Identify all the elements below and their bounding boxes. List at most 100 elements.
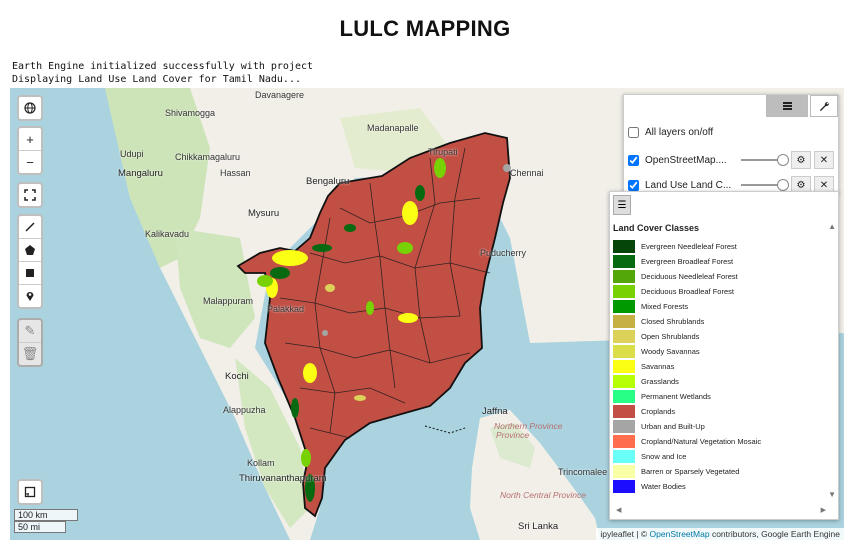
- all-layers-toggle[interactable]: All layers on/off: [628, 124, 713, 140]
- legend-label: Closed Shrublands: [641, 317, 705, 326]
- legend-swatch: [613, 285, 635, 298]
- fullscreen-icon[interactable]: [19, 184, 41, 206]
- map-view[interactable]: Shivamogga Davanagere Madanapalle Udupi …: [10, 88, 844, 540]
- legend-label: Mixed Forests: [641, 302, 689, 311]
- fullscreen-control: [17, 182, 43, 208]
- draw-polygon-icon[interactable]: [19, 239, 41, 262]
- scroll-up-icon[interactable]: ▲: [828, 222, 836, 231]
- legend-swatch: [613, 465, 635, 478]
- osm-link[interactable]: OpenStreetMap: [649, 529, 710, 539]
- place-label: Kollam: [247, 458, 275, 468]
- scale-km: 100 km: [14, 509, 78, 521]
- console-line: Earth Engine initialized successfully wi…: [12, 61, 314, 72]
- legend-swatch: [613, 435, 635, 448]
- place-label: Mysuru: [248, 208, 280, 219]
- legend-swatch: [613, 375, 635, 388]
- legend-item: Urban and Built-Up: [613, 420, 705, 433]
- draw-marker-icon[interactable]: [19, 285, 41, 307]
- edit-icon[interactable]: ✎: [19, 320, 41, 343]
- close-icon[interactable]: ✕: [814, 151, 834, 169]
- place-label: Tirupati: [428, 147, 458, 157]
- place-label: Kochi: [225, 371, 249, 382]
- place-label: Northern Province: [494, 421, 563, 431]
- opacity-slider-lulc[interactable]: [741, 184, 783, 186]
- place-label: Palakkad: [267, 304, 305, 314]
- all-layers-checkbox[interactable]: [628, 126, 639, 138]
- draw-rectangle-icon[interactable]: [19, 262, 41, 285]
- place-label: Madanapalle: [367, 123, 419, 133]
- slider-knob[interactable]: [777, 179, 789, 191]
- legend-label: Evergreen Needleleaf Forest: [641, 242, 737, 251]
- legend-label: Woody Savannas: [641, 347, 700, 356]
- legend-swatch: [613, 255, 635, 268]
- layer-manager: All layers on/off OpenStreetMap.... ⚙ ✕ …: [623, 94, 839, 194]
- layer-row-osm: OpenStreetMap....: [628, 152, 727, 168]
- legend-title: Land Cover Classes: [613, 223, 700, 233]
- zoom-in-button[interactable]: +: [19, 128, 41, 151]
- legend-swatch: [613, 345, 635, 358]
- legend-item: Grasslands: [613, 375, 679, 388]
- legend-swatch: [613, 405, 635, 418]
- place-label: Puducherry: [480, 248, 527, 258]
- legend-item: Woody Savannas: [613, 345, 700, 358]
- place-label: Jaffna: [482, 406, 508, 417]
- place-label: Shivamogga: [165, 108, 216, 118]
- place-label: Mangaluru: [118, 168, 163, 179]
- zoom-control: + −: [17, 126, 43, 175]
- map-attribution: ipyleaflet | © OpenStreetMap contributor…: [596, 528, 844, 540]
- wrench-icon[interactable]: [810, 95, 838, 117]
- legend-swatch: [613, 240, 635, 253]
- place-label: Bengaluru: [306, 176, 350, 187]
- opacity-slider-osm[interactable]: [741, 159, 783, 161]
- place-label: Udupi: [120, 149, 144, 159]
- trash-icon[interactable]: 🗑: [21, 346, 39, 361]
- legend-item: Water Bodies: [613, 480, 686, 493]
- globe-control[interactable]: [17, 95, 43, 121]
- measure-control[interactable]: [17, 479, 43, 505]
- attribution-suffix: contributors, Google Earth Engine: [711, 529, 840, 539]
- globe-icon[interactable]: [19, 97, 41, 119]
- legend-item: Deciduous Needleleaf Forest: [613, 270, 738, 283]
- layer-lulc-label: Land Use Land C...: [645, 179, 732, 191]
- legend-label: Water Bodies: [641, 482, 686, 491]
- scroll-right-icon[interactable]: ▶: [820, 507, 826, 514]
- scroll-left-icon[interactable]: ◀: [616, 507, 622, 514]
- draw-polyline-icon[interactable]: [19, 216, 41, 239]
- legend-label: Savannas: [641, 362, 675, 371]
- legend-item: Snow and Ice: [613, 450, 686, 463]
- scale-mi: 50 mi: [14, 521, 66, 533]
- scroll-down-icon[interactable]: ▼: [828, 490, 836, 499]
- layer-osm-checkbox[interactable]: [628, 154, 639, 166]
- legend-swatch: [613, 450, 635, 463]
- place-label: Hassan: [220, 168, 251, 178]
- legend-label: Croplands: [641, 407, 676, 416]
- horizontal-scrollbar[interactable]: ◀ ▶: [616, 506, 826, 516]
- legend-swatch: [613, 300, 635, 313]
- legend-swatch: [613, 360, 635, 373]
- gear-icon[interactable]: ⚙: [791, 151, 811, 169]
- place-label: Thiruvananthapuram: [239, 473, 327, 484]
- draw-toolbar: [17, 214, 43, 309]
- measure-icon[interactable]: [19, 481, 41, 503]
- all-layers-label: All layers on/off: [645, 126, 714, 138]
- zoom-out-button[interactable]: −: [26, 154, 34, 170]
- legend-item: Evergreen Needleleaf Forest: [613, 240, 737, 253]
- layer-lulc-checkbox[interactable]: [628, 179, 639, 191]
- close-icon[interactable]: ✕: [814, 176, 834, 194]
- edit-toolbar: ✎ 🗑: [17, 318, 43, 367]
- place-label: North Central Province: [500, 490, 586, 500]
- legend-item: Evergreen Broadleaf Forest: [613, 255, 733, 268]
- legend-label: Barren or Sparsely Vegetated: [641, 467, 740, 476]
- place-label: Sri Lanka: [518, 521, 559, 532]
- legend-label: Deciduous Needleleaf Forest: [641, 272, 738, 281]
- legend-item: Croplands: [613, 405, 675, 418]
- console-line: Displaying Land Use Land Cover for Tamil…: [12, 74, 301, 85]
- legend-item: Permanent Wetlands: [613, 390, 711, 403]
- legend-item: Deciduous Broadleaf Forest: [613, 285, 734, 298]
- legend-menu-icon[interactable]: ☰: [613, 195, 631, 215]
- legend-swatch: [613, 480, 635, 493]
- layers-toggle-button[interactable]: [766, 95, 808, 117]
- legend-item: Mixed Forests: [613, 300, 688, 313]
- slider-knob[interactable]: [777, 154, 789, 166]
- layer-row-lulc: Land Use Land C...: [628, 177, 731, 193]
